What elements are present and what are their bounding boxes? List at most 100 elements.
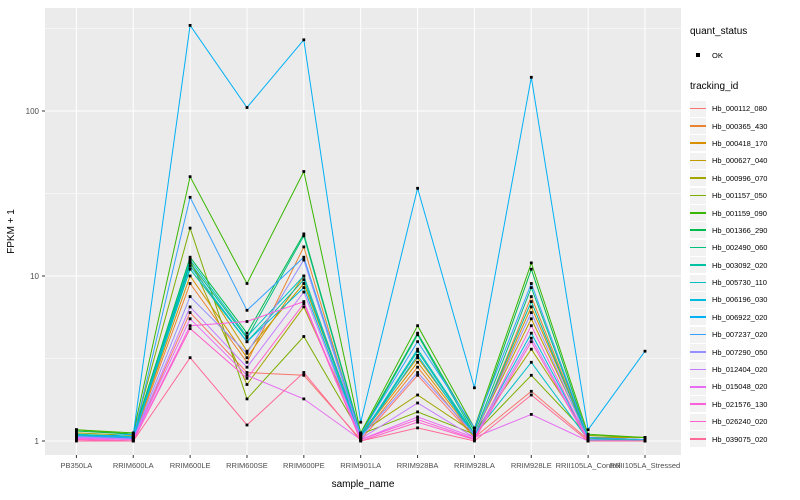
data-point (302, 373, 306, 377)
data-point (245, 351, 249, 355)
data-point (188, 261, 192, 265)
legend-line-icon (690, 125, 706, 127)
data-point (131, 432, 135, 436)
legend-line-icon (690, 246, 706, 249)
data-point (302, 335, 306, 338)
data-point (302, 397, 306, 401)
legend-key-swatch (690, 291, 706, 308)
data-point (302, 305, 306, 309)
legend-item-label: Hb_002490_060 (712, 243, 768, 253)
legend-key-swatch (690, 309, 706, 326)
data-point (416, 373, 419, 377)
legend-item-label: Hb_015048_020 (712, 382, 768, 392)
quant-status-legend-title: quant_status (690, 26, 748, 37)
legend-line-icon (690, 194, 706, 197)
legend-line-icon (690, 385, 706, 388)
legend-line-icon (690, 438, 706, 440)
data-point (245, 373, 249, 377)
legend-line-icon (690, 316, 706, 318)
data-point (643, 439, 647, 443)
x-tick-label: RRIM600LA (113, 461, 154, 470)
data-point (529, 317, 533, 321)
quant-ok-key (690, 47, 706, 63)
legend-item-Hb_000112_080: Hb_000112_080 (690, 100, 800, 117)
data-point (188, 282, 192, 285)
legend-item-label: Hb_007237_020 (712, 330, 768, 340)
data-point (529, 331, 533, 335)
legend-key-swatch (690, 326, 706, 343)
data-point (188, 258, 192, 262)
data-point (188, 175, 192, 179)
data-point (302, 371, 306, 374)
data-point (302, 245, 306, 249)
data-point (245, 106, 249, 109)
legend-line-icon (690, 264, 706, 266)
tracking-id-legend-title: tracking_id (690, 81, 739, 92)
data-point (529, 360, 533, 364)
data-point (473, 386, 476, 390)
data-point (245, 331, 249, 335)
data-point (529, 336, 533, 340)
data-point (302, 300, 306, 303)
data-point (302, 255, 306, 259)
data-point (359, 439, 363, 443)
data-point (529, 286, 533, 289)
legend-line-icon (690, 142, 706, 145)
data-point (529, 393, 533, 397)
data-point (416, 410, 419, 414)
legend-item-Hb_006196_030: Hb_006196_030 (690, 291, 800, 308)
data-point (416, 393, 419, 397)
data-point (529, 340, 533, 344)
y-tick-label: 1 (35, 437, 40, 446)
x-tick-label: RRIM600SE (226, 461, 268, 470)
legend-key-swatch (690, 431, 706, 448)
data-point (302, 232, 306, 236)
data-point (245, 336, 249, 340)
x-tick-label: RRIM928LE (511, 461, 552, 470)
data-point (529, 295, 533, 298)
legend-key-swatch (690, 344, 706, 361)
x-tick-label: RRIM600LE (170, 461, 211, 470)
legend-item-label: Hb_000996_070 (712, 173, 768, 183)
x-tick-label: RRII105LA_Stressed (610, 461, 680, 470)
data-point (245, 282, 249, 285)
data-point (245, 349, 249, 353)
legend-line-icon (690, 229, 706, 232)
data-point (359, 432, 363, 436)
data-point (416, 349, 419, 353)
plot-panel (45, 8, 681, 455)
data-point (302, 282, 306, 285)
data-point (188, 24, 192, 27)
legend-key-swatch (690, 396, 706, 413)
data-point (302, 258, 306, 262)
data-point (245, 360, 249, 364)
x-axis-title: sample_name (332, 479, 395, 490)
data-point (529, 282, 533, 285)
legend-item-quant-ok: OK (690, 45, 800, 65)
legend-line-icon (690, 368, 706, 371)
legend-key-swatch (690, 361, 706, 378)
data-point (188, 195, 192, 199)
legend-panel: quant_status OK tracking_id Hb_000112_08… (690, 0, 800, 500)
legend-line-icon (690, 298, 706, 301)
data-point (188, 311, 192, 314)
legend-item-Hb_003092_020: Hb_003092_020 (690, 257, 800, 274)
legend-item-Hb_000365_430: Hb_000365_430 (690, 117, 800, 135)
data-point (245, 397, 249, 401)
data-point (529, 267, 533, 271)
legend-item-label: Hb_006196_030 (712, 295, 768, 305)
legend-key-swatch (690, 205, 706, 222)
legend-item-Hb_026240_020: Hb_026240_020 (690, 413, 800, 430)
legend-item-label: Hb_007290_050 (712, 347, 768, 357)
y-tick-label: 100 (26, 107, 40, 116)
x-tick-label: PB350LA (61, 461, 93, 470)
data-point (416, 420, 419, 424)
legend-key-swatch (690, 100, 706, 117)
y-tick-label: 10 (30, 272, 39, 281)
legend-key-swatch (690, 413, 706, 430)
data-point (586, 439, 590, 443)
data-point (529, 311, 533, 314)
data-point (245, 356, 249, 360)
data-point (529, 347, 533, 351)
